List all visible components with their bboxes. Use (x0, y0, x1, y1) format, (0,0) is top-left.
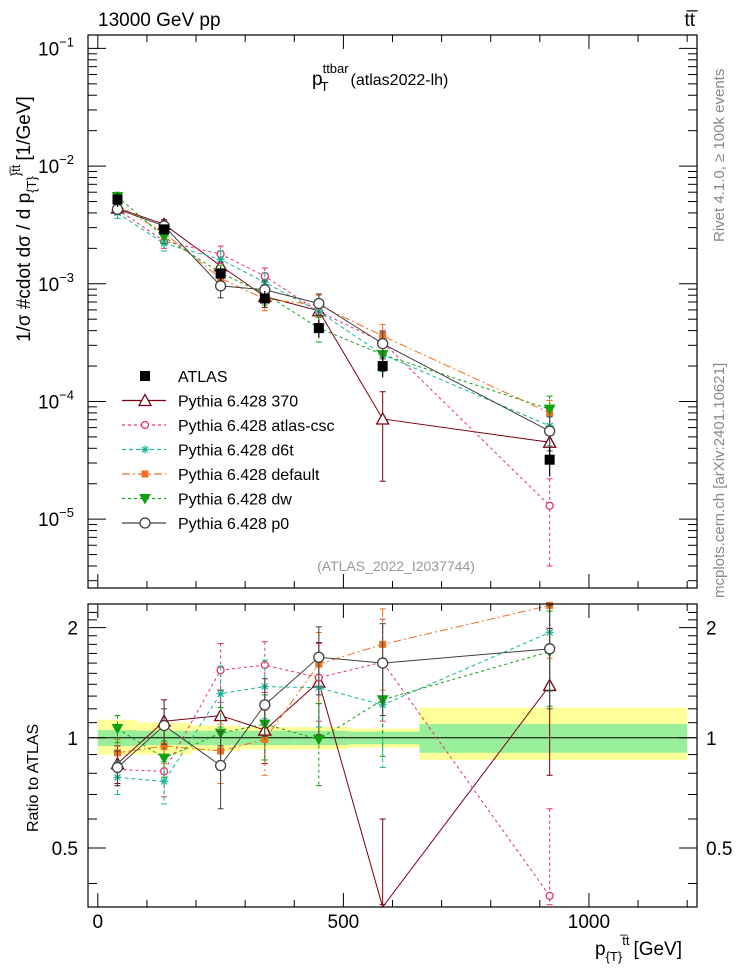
ratio-y-tick-label-right: 2 (706, 619, 717, 640)
side-label-top: Rivet 4.1.0, ≥ 100k events (711, 69, 728, 242)
data-point (158, 719, 170, 732)
xlabel: p{T}t̅t [GeV] (595, 933, 682, 964)
data-point (160, 742, 168, 750)
data-point (313, 651, 325, 663)
legend-marker (140, 420, 150, 430)
legend-entry: Pythia 6.428 370 (122, 393, 298, 411)
x-tick-label: 1000 (568, 912, 610, 933)
data-point (158, 753, 170, 765)
series-atlas (112, 193, 555, 477)
energy-label: 13000 GeV pp (98, 10, 221, 31)
legend-entry: Pythia 6.428 default (122, 467, 320, 484)
data-point (159, 224, 170, 235)
ratio-y-tick-label-right: 1 (706, 729, 717, 750)
legend-label: Pythia 6.428 p0 (178, 516, 289, 533)
data-point (259, 699, 271, 711)
data-point (313, 297, 325, 310)
data-point (377, 361, 388, 372)
ratio-y-tick-label: 0.5 (52, 839, 78, 860)
legend-entry: Pythia 6.428 atlas-csc (122, 418, 335, 435)
data-point (259, 293, 270, 304)
main-title: pttbar T (atlas2022-lh) (312, 61, 448, 94)
y-tick-label: 10−4 (38, 387, 74, 413)
data-point (214, 280, 227, 292)
ratio-panel-bands (88, 707, 697, 760)
legend-label: ATLAS (178, 369, 228, 386)
y-tick-label: 10−2 (38, 152, 74, 178)
data-point (545, 891, 554, 901)
legend-marker (141, 445, 149, 454)
ratio-series-pythia-6-428-atlas-csc (113, 618, 554, 906)
legend-entry: Pythia 6.428 p0 (122, 516, 289, 533)
y-tick-label: 10−5 (38, 505, 74, 531)
data-point (216, 255, 225, 264)
ratio-series-pythia-6-428-d6t (113, 603, 554, 805)
data-point (112, 194, 123, 205)
ratio-y-tick-label-right: 0.5 (706, 839, 732, 860)
legend-marker (139, 494, 151, 505)
analysis-label: (ATLAS_2022_I2037744) (317, 558, 475, 574)
data-point (214, 759, 227, 772)
data-point (216, 689, 225, 698)
data-point (377, 337, 389, 350)
ratio-ylabel: Ratio to ATLAS (25, 724, 42, 832)
side-label-bottom: mcplots.cern.ch [arXiv:2401.10621] (711, 363, 728, 598)
axes: 0 500 1000 10−5 10−4 10−3 10−2 10−1 0.5 0.5 1 1 2 2 (38, 34, 732, 933)
x-tick-label: 500 (328, 912, 360, 933)
ratio-panel-series (110, 601, 557, 909)
process-label: tt̅ (684, 10, 698, 31)
ratio-band-inner (419, 724, 688, 753)
main-ylabel: 1/σ #cdot dσ / d p{T}}t̅t[1/GeV] (8, 96, 39, 342)
data-point (544, 454, 555, 465)
series-pythia-6-428-p0 (111, 203, 556, 452)
ratio-series-pythia-6-428-p0 (111, 604, 556, 810)
data-point (313, 323, 324, 334)
legend-entry: Pythia 6.428 d6t (122, 443, 294, 460)
legend-entry-atlas: ATLAS (140, 369, 228, 386)
y-tick-label: 10−1 (38, 34, 74, 60)
main-panel-series (110, 191, 557, 567)
legend: ATLAS Pythia 6.428 370 Pythia 6.428 atlas-… (122, 369, 335, 533)
legend-label: Pythia 6.428 dw (178, 492, 292, 509)
data-point (160, 777, 169, 786)
legend-label: Pythia 6.428 atlas-csc (178, 418, 335, 435)
y-tick-label: 10−3 (38, 270, 74, 296)
data-point (312, 734, 325, 746)
data-point (545, 501, 554, 510)
data-point (111, 724, 124, 735)
data-point (375, 411, 390, 425)
legend-label: Pythia 6.428 370 (178, 394, 298, 411)
series-pythia-6-428-370 (110, 200, 557, 482)
data-point (544, 643, 556, 655)
ratio-y-tick-label: 2 (67, 619, 78, 640)
series-line (117, 661, 551, 897)
x-tick-label: 0 (93, 912, 104, 933)
series-line (117, 208, 551, 507)
data-point (215, 268, 226, 279)
legend-marker (139, 517, 151, 529)
ratio-y-tick-label: 1 (67, 729, 78, 750)
legend-label: Pythia 6.428 default (178, 467, 320, 484)
data-point (544, 425, 556, 437)
legend-marker (140, 371, 150, 381)
legend-marker (141, 470, 149, 478)
ratio-series-pythia-6-428-370 (110, 627, 557, 909)
series-pythia-6-428-dw (111, 191, 556, 428)
legend-entry: Pythia 6.428 dw (122, 492, 292, 509)
legend-marker (137, 393, 153, 407)
legend-label: Pythia 6.428 d6t (178, 443, 294, 460)
data-point (111, 761, 124, 774)
data-point (543, 404, 556, 416)
data-point (377, 657, 389, 669)
